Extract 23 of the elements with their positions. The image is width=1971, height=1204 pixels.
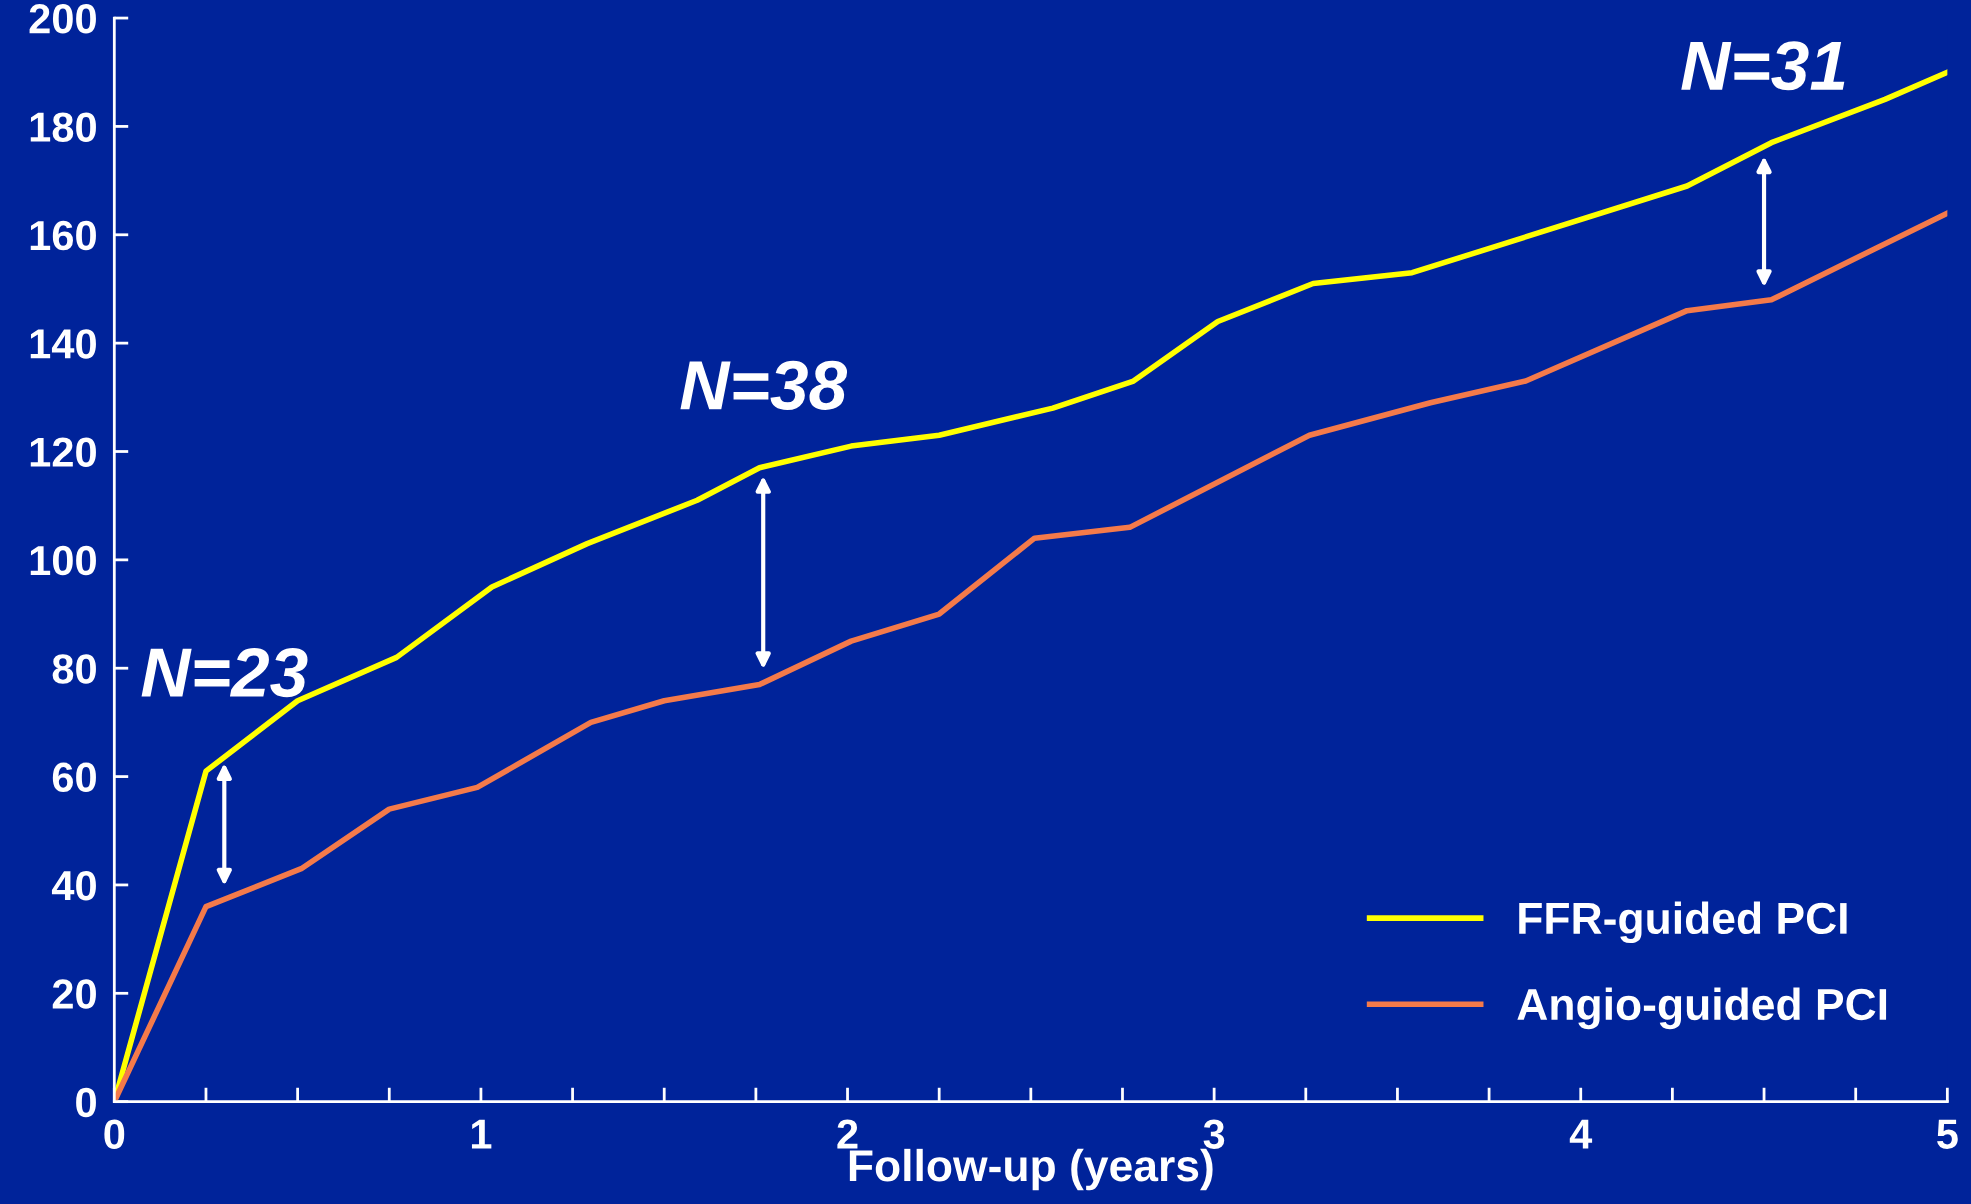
x-tick-label: 4 bbox=[1569, 1119, 1593, 1149]
annotation: N=31 bbox=[1681, 41, 1845, 91]
y-tick-label: 40 bbox=[51, 870, 96, 901]
y-tick-label: 180 bbox=[30, 112, 96, 142]
x-tick-label: 3 bbox=[1203, 1119, 1225, 1149]
y-tick-label: 20 bbox=[52, 979, 96, 1009]
y-tick-label: 100 bbox=[30, 545, 96, 576]
legend-label: FFR-guided PCI bbox=[1519, 901, 1847, 944]
y-tick-label: 160 bbox=[30, 220, 96, 251]
y-tick-label: 140 bbox=[30, 329, 96, 359]
y-tick-label: 120 bbox=[30, 437, 96, 468]
y-tick-label: 0 bbox=[76, 1087, 96, 1118]
x-axis-title: Follow-up (years) bbox=[849, 1148, 1213, 1191]
annotation: N=38 bbox=[680, 360, 848, 411]
x-tick-label: 0 bbox=[104, 1119, 125, 1149]
y-tick-label: 60 bbox=[52, 762, 96, 793]
y-tick-label: 200 bbox=[29, 4, 96, 34]
x-tick-label: 2 bbox=[837, 1119, 858, 1149]
annotation: N=23 bbox=[141, 647, 308, 698]
x-tick-label: 1 bbox=[471, 1119, 492, 1149]
legend-label: Angio-guided PCI bbox=[1517, 987, 1887, 1030]
y-tick-label: 80 bbox=[52, 654, 96, 684]
x-tick-label: 5 bbox=[1937, 1119, 1958, 1149]
